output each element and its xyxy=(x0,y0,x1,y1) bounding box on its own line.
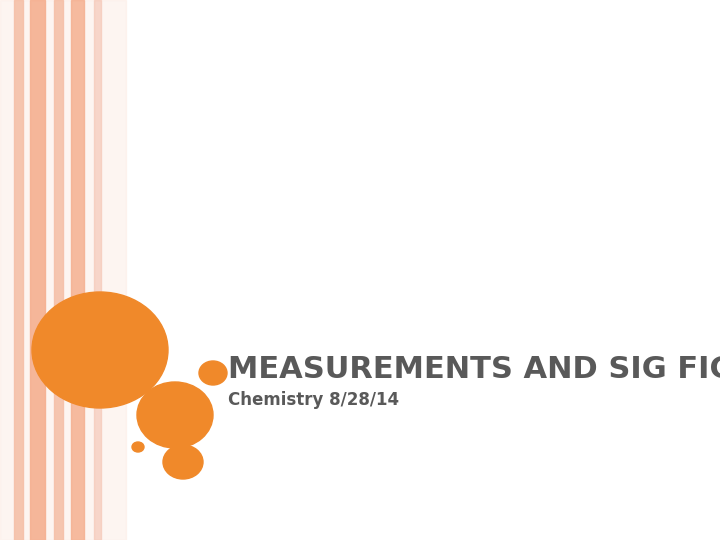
Bar xyxy=(0,0,126,540)
Bar xyxy=(94,0,101,540)
Ellipse shape xyxy=(199,361,227,385)
Text: MEASUREMENTS AND SIG FIGS: MEASUREMENTS AND SIG FIGS xyxy=(228,355,720,384)
Text: Chemistry 8/28/14: Chemistry 8/28/14 xyxy=(228,391,399,409)
Bar xyxy=(14,0,23,540)
Bar xyxy=(71,0,84,540)
Bar xyxy=(30,0,45,540)
Bar xyxy=(54,0,63,540)
Ellipse shape xyxy=(137,382,213,448)
Ellipse shape xyxy=(32,292,168,408)
Ellipse shape xyxy=(132,442,144,452)
Ellipse shape xyxy=(163,445,203,479)
